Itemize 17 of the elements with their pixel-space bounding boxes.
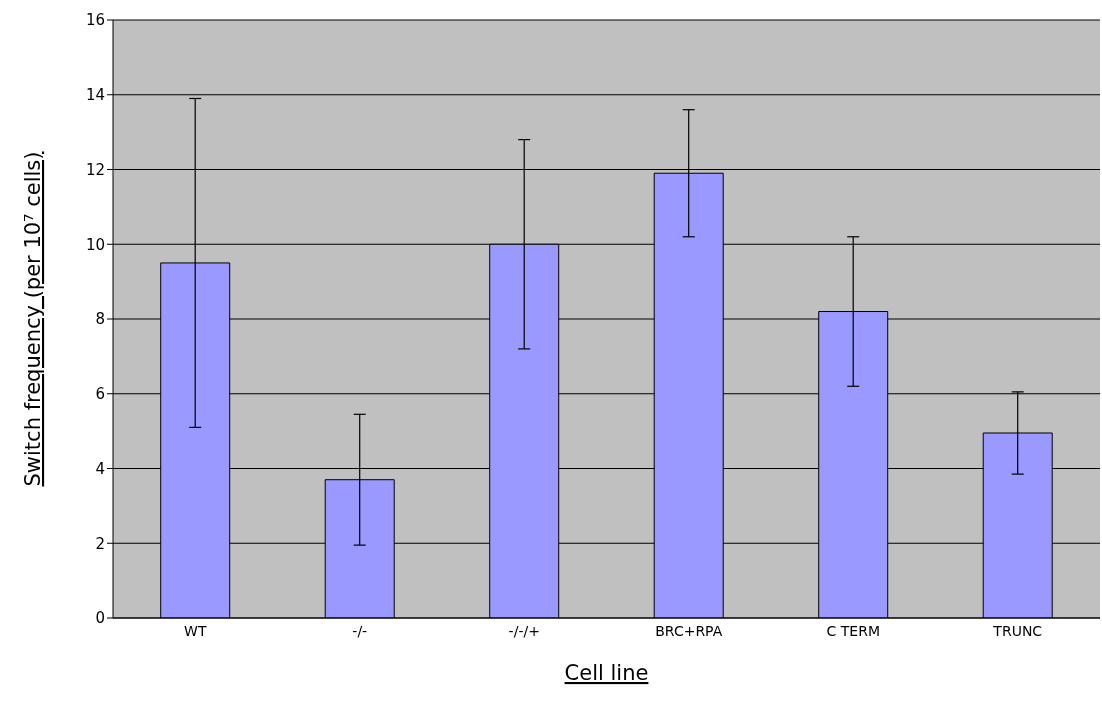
y-tick-label: 16 (85, 11, 105, 30)
x-tick-label: -/- (352, 622, 368, 639)
y-tick-label: 10 (85, 235, 105, 254)
x-tick-label: TRUNC (992, 622, 1043, 639)
y-tick-label: 4 (95, 459, 105, 478)
y-tick-label: 12 (85, 160, 105, 179)
x-tick-label: WT (184, 622, 207, 639)
x-tick-label: -/-/+ (508, 622, 540, 639)
y-axis-title: Switch frequency (per 10⁷ cells) (21, 151, 45, 487)
x-tick-label: BRC+RPA (655, 622, 723, 639)
y-tick-label: 0 (95, 609, 105, 628)
y-tick-label: 2 (95, 534, 105, 553)
y-tick-label: 6 (95, 385, 105, 404)
y-tick-label: 8 (95, 310, 105, 329)
x-tick-label: C TERM (826, 622, 880, 639)
y-tick-label: 14 (85, 86, 105, 105)
x-axis-title: Cell line (564, 661, 649, 685)
